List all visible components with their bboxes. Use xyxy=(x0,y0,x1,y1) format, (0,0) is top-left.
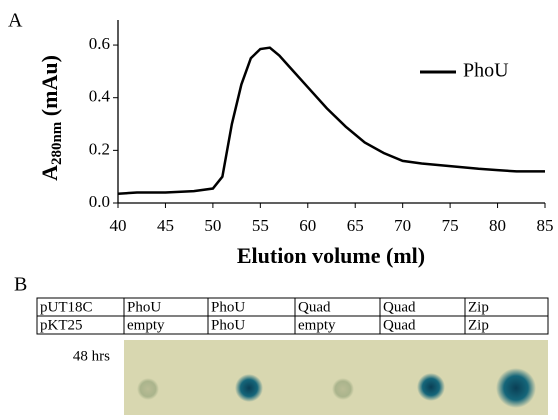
x-tick-label: 45 xyxy=(157,216,174,235)
table-cell: Zip xyxy=(468,299,489,315)
table-cell: Quad xyxy=(383,317,416,333)
data-line xyxy=(117,46,545,196)
colony xyxy=(417,373,445,401)
y-tick-label: 0.4 xyxy=(89,87,111,106)
plate-image xyxy=(124,340,548,415)
table-cell: PhoU xyxy=(211,317,245,333)
y-tick-label: 0.2 xyxy=(89,139,110,158)
table-cell: Quad xyxy=(383,299,416,315)
colony xyxy=(332,378,354,400)
y-axis-label: A280nm (mAu) xyxy=(37,55,65,181)
plate-label: 48 hrs xyxy=(73,348,110,364)
table-cell: PhoU xyxy=(127,299,161,315)
x-tick-label: 60 xyxy=(299,216,316,235)
table-cell: pKT25 xyxy=(40,317,83,333)
y-label-sub: 280nm xyxy=(49,121,65,165)
x-tick-label: 80 xyxy=(489,216,506,235)
colony xyxy=(496,368,536,408)
x-tick-label: 50 xyxy=(204,216,221,235)
x-tick-label: 40 xyxy=(110,216,127,235)
y-tick-label: 0.6 xyxy=(89,34,110,53)
legend-label: PhoU xyxy=(463,60,509,82)
table-cell: Zip xyxy=(468,317,489,333)
x-tick-label: 70 xyxy=(394,216,411,235)
x-tick-label: 55 xyxy=(252,216,269,235)
table: pUT18C PhoU PhoU Quad Quad Zip pKT25 empty PhoU e… xyxy=(36,297,549,335)
table-cell: empty xyxy=(298,317,336,333)
y-label-unit: (mAu) xyxy=(37,55,62,122)
x-tick-label: 65 xyxy=(347,216,364,235)
panel-label: B xyxy=(14,274,27,296)
x-tick-label: 85 xyxy=(537,216,554,235)
table-cell: Quad xyxy=(298,299,331,315)
y-label-main: A xyxy=(37,165,62,181)
panel-label: A xyxy=(8,10,23,32)
table-cell: pUT18C xyxy=(40,299,93,315)
table-cell: PhoU xyxy=(211,299,245,315)
table-cell: empty xyxy=(127,317,165,333)
y-tick-label: 0.0 xyxy=(89,192,110,211)
x-tick-label: 75 xyxy=(442,216,459,235)
colony xyxy=(137,378,159,400)
colony xyxy=(235,374,263,402)
x-axis-label: Elution volume (ml) xyxy=(237,243,425,268)
